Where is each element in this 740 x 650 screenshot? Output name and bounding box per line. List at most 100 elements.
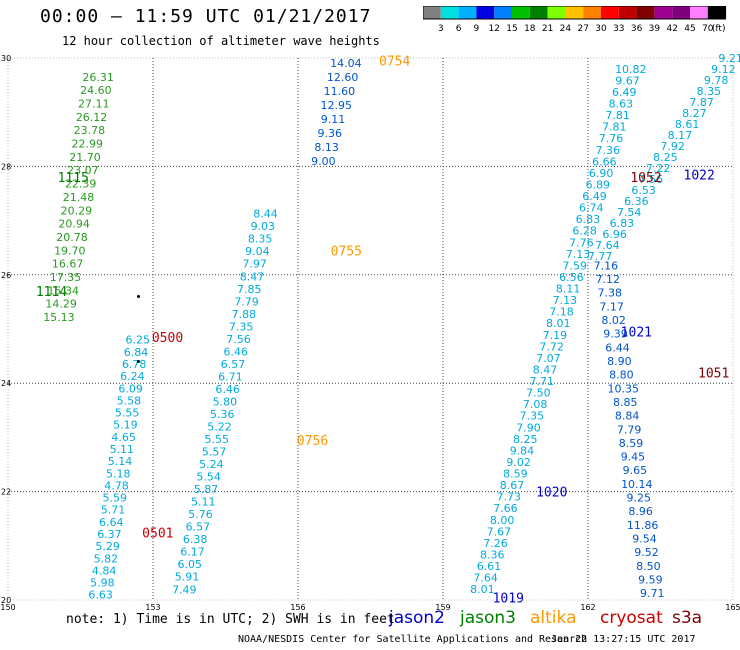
wave-height-value: 6.83 xyxy=(576,213,601,226)
pass-time-label: 1022 xyxy=(684,169,715,184)
wave-height-value: 9.54 xyxy=(632,533,657,546)
wave-height-value: 6.09 xyxy=(118,382,143,395)
wave-height-value: 22.39 xyxy=(65,178,97,191)
wave-height-value: 5.29 xyxy=(95,540,120,553)
wave-height-value: 8.96 xyxy=(628,505,653,518)
wave-height-value: 12.95 xyxy=(320,99,352,112)
wave-height-value: 8.63 xyxy=(609,98,634,111)
wave-height-value: 7.54 xyxy=(617,206,642,219)
wave-height-value: 7.07 xyxy=(536,352,561,365)
wave-height-value: 7.76 xyxy=(569,236,594,249)
wave-height-value: 9.71 xyxy=(640,587,665,600)
colorbar-tick-label: 15 xyxy=(506,24,517,34)
wave-height-value: 8.85 xyxy=(613,396,638,409)
wave-height-value: 6.17 xyxy=(180,546,205,559)
wave-height-value: 5.98 xyxy=(90,577,115,590)
wave-height-value: 9.67 xyxy=(615,74,640,87)
x-tick-label: 150 xyxy=(0,603,15,612)
data-point-marker xyxy=(137,360,140,364)
wave-height-value: 5.91 xyxy=(175,571,200,584)
colorbar-swatch xyxy=(476,6,495,19)
wave-height-value: 6.44 xyxy=(605,341,630,354)
wave-height-value: 7.87 xyxy=(689,96,714,109)
chart-subtitle: 12 hour collection of altimeter wave hei… xyxy=(62,34,380,48)
wave-height-value: 17.35 xyxy=(50,271,82,284)
wave-height-value: 5.14 xyxy=(108,455,133,468)
wave-height-value: 9.21 xyxy=(718,52,740,65)
colorbar-tick-label: 45 xyxy=(684,24,695,34)
wave-height-value: 7.81 xyxy=(602,121,627,134)
colorbar-tick-label: 27 xyxy=(577,24,588,34)
wave-height-value: 22.99 xyxy=(71,138,103,151)
wave-height-value: 7.79 xyxy=(234,295,259,308)
wave-height-value: 8.67 xyxy=(500,479,525,492)
wave-height-value: 21.48 xyxy=(63,191,95,204)
colorbar-swatch xyxy=(440,6,459,19)
wave-height-value: 15.13 xyxy=(43,311,75,324)
colorbar-tick-label: 24 xyxy=(560,24,572,34)
colorbar-tick-label: 21 xyxy=(542,24,553,34)
wave-height-value: 7.77 xyxy=(588,250,613,263)
colorbar-tick-label: 30 xyxy=(595,24,607,34)
pass-time-label: 1051 xyxy=(698,366,729,381)
pass-time-label: 0755 xyxy=(331,244,362,259)
wave-height-value: 4.84 xyxy=(92,564,117,577)
wave-height-value: 6.49 xyxy=(612,86,637,99)
wave-height-value: 7.13 xyxy=(553,294,578,307)
wave-height-value: 21.70 xyxy=(69,151,101,164)
wave-height-value: 7.17 xyxy=(599,300,624,313)
wave-height-value: 26.12 xyxy=(76,111,108,124)
pass-time-label: 1020 xyxy=(536,486,567,501)
wave-height-value: 7.56 xyxy=(639,173,664,186)
wave-height-value: 4.65 xyxy=(111,431,136,444)
wave-height-value: 8.50 xyxy=(636,560,661,573)
colorbar-swatch xyxy=(583,6,601,19)
wave-height-value: 7.66 xyxy=(493,502,518,515)
wave-height-value: 8.00 xyxy=(490,514,515,527)
colorbar-swatch xyxy=(565,6,584,19)
colorbar-swatch xyxy=(618,6,637,19)
wave-height-value: 16.67 xyxy=(52,258,84,271)
wave-height-value: 9.45 xyxy=(621,451,646,464)
wave-height-value: 7.88 xyxy=(232,308,257,321)
satellite-legend-jason3: jason3 xyxy=(460,608,516,628)
pass-time-label: 1052 xyxy=(630,171,661,186)
wave-height-value: 8.59 xyxy=(503,468,528,481)
wave-height-value: 6.74 xyxy=(579,202,604,215)
colorbar-swatch xyxy=(707,6,726,19)
satellite-legend-cryosat: cryosat xyxy=(600,608,663,628)
wave-height-value: 7.67 xyxy=(487,525,512,538)
colorbar-tick-label: 33 xyxy=(613,24,624,34)
wave-height-value: 8.47 xyxy=(533,363,558,376)
wave-height-value: 6.49 xyxy=(582,190,607,203)
wave-height-value: 6.37 xyxy=(97,528,122,541)
wave-height-value: 10.82 xyxy=(615,63,647,76)
wave-height-value: 5.18 xyxy=(106,467,131,480)
wave-height-value: 5.87 xyxy=(194,483,219,496)
x-tick-label: 156 xyxy=(290,603,305,612)
colorbar-swatch xyxy=(690,6,708,19)
wave-height-value: 6.46 xyxy=(223,345,248,358)
wave-height-value: 5.24 xyxy=(199,458,224,471)
wave-height-value: 6.53 xyxy=(631,184,656,197)
y-tick-label: 30 xyxy=(1,54,11,63)
footer-note: note: 1) Time is in UTC; 2) SWH is in fe… xyxy=(66,612,395,627)
wave-height-value: 6.64 xyxy=(99,516,124,529)
wave-height-value: 6.78 xyxy=(122,358,147,371)
wave-height-value: 15.34 xyxy=(48,284,80,297)
wave-height-value: 8.11 xyxy=(556,283,581,296)
wave-height-value: 5.36 xyxy=(210,408,235,421)
wave-height-value: 8.61 xyxy=(675,118,700,131)
wave-height-value: 9.78 xyxy=(704,74,729,87)
wave-height-value: 7.12 xyxy=(596,273,621,286)
wave-height-value: 6.36 xyxy=(624,195,649,208)
wave-height-value: 7.81 xyxy=(605,109,630,122)
wave-height-value: 6.24 xyxy=(120,370,145,383)
satellite-legend-s3a: s3a xyxy=(672,608,703,628)
wave-height-value: 5.58 xyxy=(117,394,142,407)
y-tick-label: 26 xyxy=(1,271,11,280)
colorbar-swatch xyxy=(529,6,548,19)
wave-height-value: 8.01 xyxy=(470,583,495,596)
x-tick-label: 159 xyxy=(435,603,450,612)
